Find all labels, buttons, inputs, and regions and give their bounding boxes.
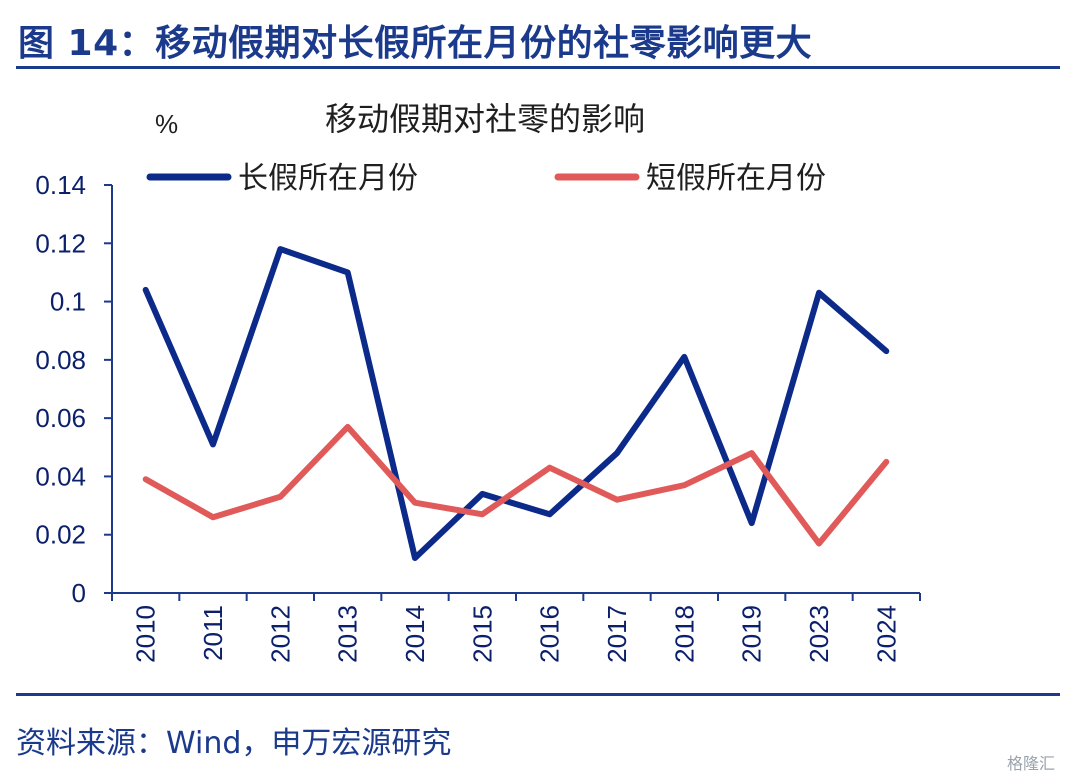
y-unit-label: %	[155, 109, 178, 139]
x-tick-label: 2013	[333, 605, 363, 663]
y-tick-label: 0.08	[35, 345, 86, 375]
y-tick-label: 0.12	[35, 228, 86, 258]
source-note: 资料来源：Wind，申万宏源研究	[16, 726, 452, 761]
x-tick-label: 2014	[400, 605, 430, 663]
series-line-long	[142, 246, 890, 561]
x-tick-label: 2023	[804, 605, 834, 663]
y-axis-ticks: 0 0.02 0.04 0.06 0.08 0.1 0.12 0.14	[35, 170, 112, 608]
series-lines	[142, 246, 890, 561]
x-tick-label: 2011	[198, 605, 228, 661]
x-tick-label: 2012	[265, 605, 295, 663]
x-tick-label: 2015	[467, 605, 497, 663]
x-tick-label: 2019	[737, 605, 767, 663]
x-axis-ticks: 2010 2011 2012 2013 2014 2015 2016 2017 2018 2019…	[111, 593, 921, 663]
x-tick-label: 2018	[669, 605, 699, 663]
legend-label-long: 长假所在月份	[238, 161, 418, 196]
chart-title: 移动假期对社零的影响	[325, 100, 645, 138]
y-tick-label: 0.02	[35, 520, 86, 550]
x-tick-label: 2024	[871, 605, 901, 663]
y-tick-label: 0.14	[35, 170, 86, 200]
y-tick-label: 0.06	[35, 403, 86, 433]
y-tick-label: 0.04	[35, 461, 86, 491]
legend: 长假所在月份 短假所在月份	[146, 161, 826, 196]
x-tick-label: 2010	[131, 605, 161, 663]
x-tick-label: 2017	[602, 605, 632, 663]
y-tick-label: 0.1	[50, 287, 86, 317]
watermark: 格隆汇	[1006, 754, 1055, 773]
series-line-short	[142, 423, 890, 547]
title-divider	[16, 66, 1060, 69]
legend-label-short: 短假所在月份	[646, 161, 826, 196]
x-tick-label: 2016	[535, 605, 565, 663]
footer-divider	[16, 693, 1060, 696]
y-tick-label: 0	[72, 578, 86, 608]
figure-title: 图 14：移动假期对长假所在月份的社零影响更大	[18, 23, 813, 64]
line-chart: % 移动假期对社零的影响 长假所在月份 短假所在月份 0 0.02 0.04 0.06…	[35, 100, 921, 663]
